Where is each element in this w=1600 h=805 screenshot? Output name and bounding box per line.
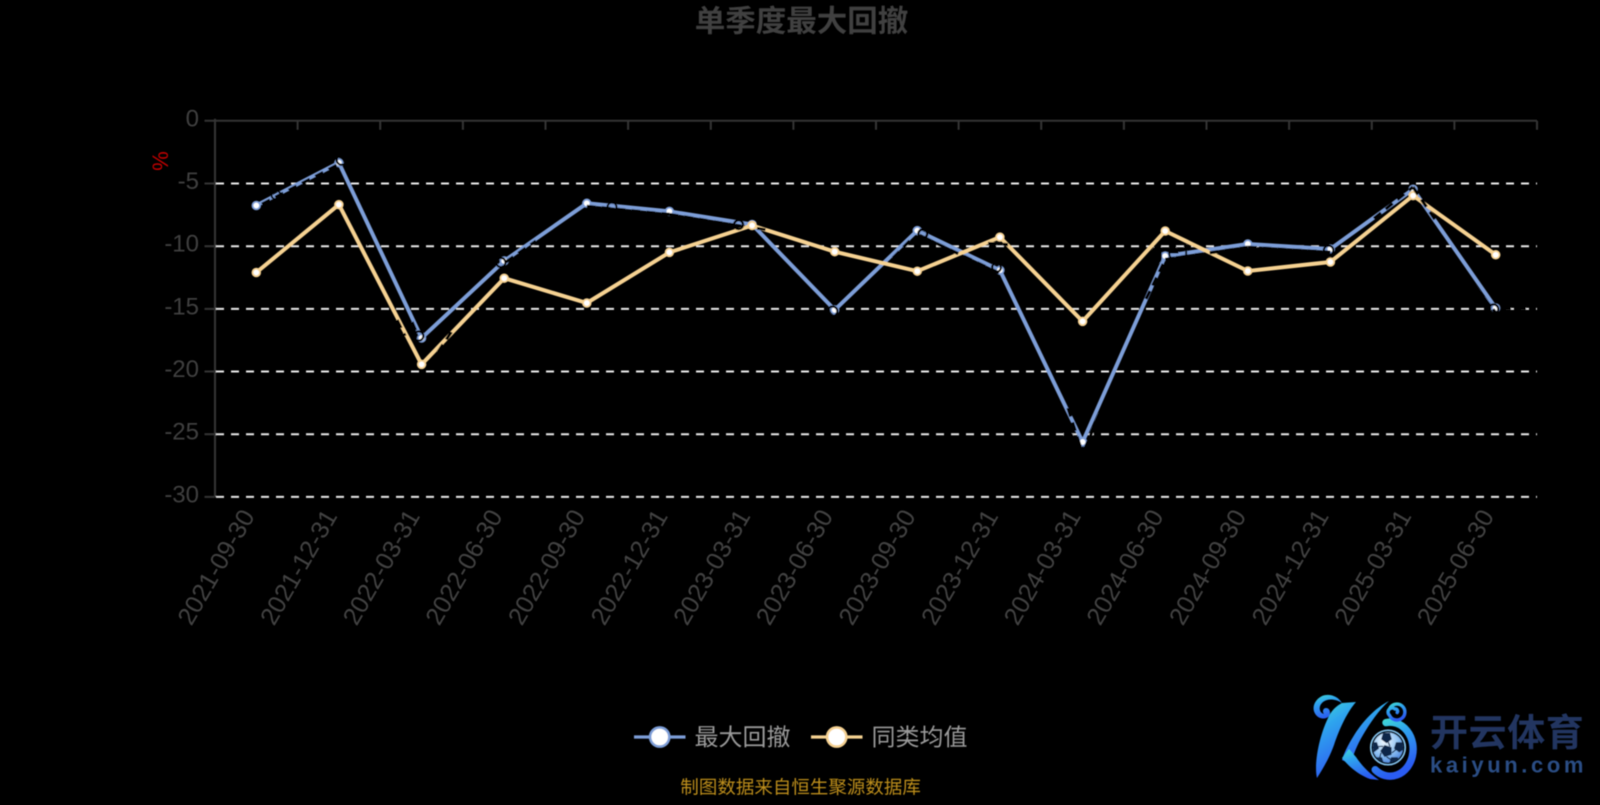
svg-text:kaiyun.com: kaiyun.com: [1430, 753, 1587, 778]
svg-text:get: get: [1151, 239, 1194, 264]
svg-text:-15: -15: [164, 293, 199, 320]
svg-text:-20: -20: [164, 356, 199, 383]
svg-text:-5: -5: [178, 168, 199, 195]
svg-text:%: %: [148, 151, 173, 171]
svg-text:b: b: [1062, 424, 1075, 450]
svg-text:0: 0: [186, 105, 199, 132]
svg-text:-25: -25: [164, 419, 199, 446]
svg-text:-30: -30: [164, 481, 199, 508]
svg-text:-10: -10: [164, 231, 199, 258]
